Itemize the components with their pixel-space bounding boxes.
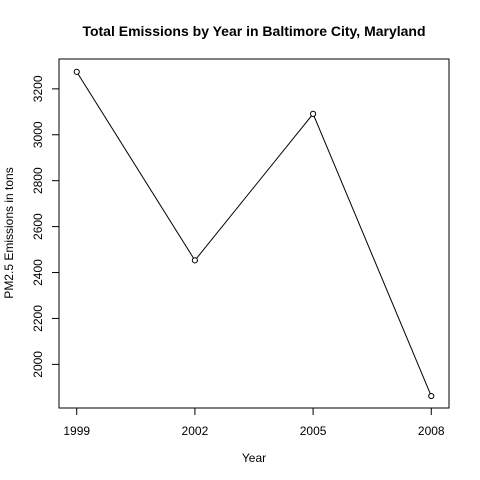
y-tick-label: 3200 xyxy=(31,75,45,102)
y-axis: 2000 2200 2400 2600 2800 3000 3200 xyxy=(31,75,60,378)
y-tick-label: 2400 xyxy=(31,259,45,286)
x-tick-label: 2002 xyxy=(182,424,209,438)
series-line-segment xyxy=(312,113,432,397)
data-point xyxy=(73,68,80,75)
y-tick-label: 2800 xyxy=(31,167,45,194)
x-tick-label: 2005 xyxy=(300,424,327,438)
plot-frame xyxy=(58,58,450,409)
y-axis-label: PM2.5 Emissions in tons xyxy=(2,167,16,298)
chart-title: Total Emissions by Year in Baltimore Cit… xyxy=(82,23,425,39)
x-axis: 1999 2002 2005 2008 xyxy=(63,407,445,438)
x-tick-label: 2008 xyxy=(418,424,445,438)
y-tick-label: 2000 xyxy=(31,351,45,378)
data-point xyxy=(309,110,317,117)
series-line-segment xyxy=(194,113,314,261)
series xyxy=(73,68,435,400)
x-axis-label: Year xyxy=(242,451,266,465)
data-point xyxy=(191,257,199,264)
y-tick-label: 3000 xyxy=(31,121,45,148)
y-tick-label: 2600 xyxy=(31,213,45,240)
y-tick-label: 2200 xyxy=(31,305,45,332)
x-tick-label: 1999 xyxy=(63,424,90,438)
data-point xyxy=(428,392,435,400)
series-line-segment xyxy=(76,71,196,261)
